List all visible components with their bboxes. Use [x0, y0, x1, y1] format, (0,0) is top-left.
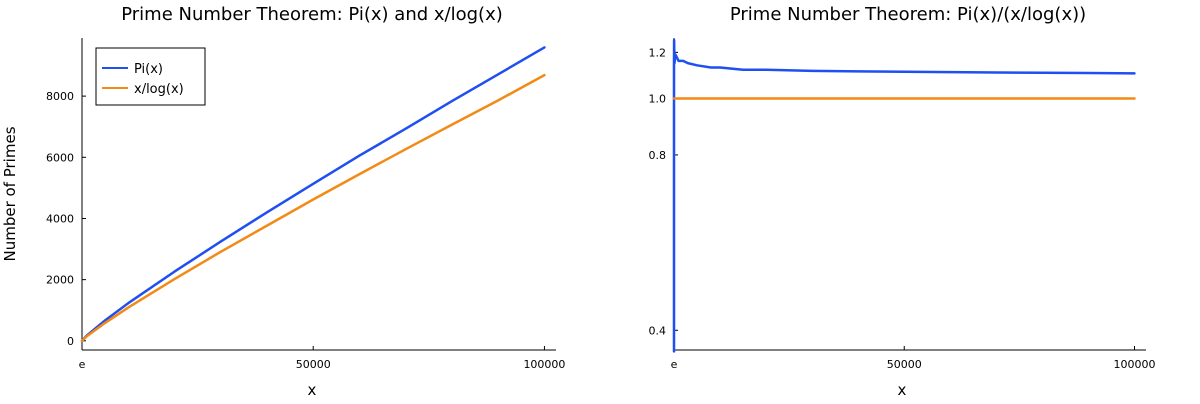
- y-tick-label: 0.4: [649, 324, 667, 337]
- x-axis-label: x: [308, 381, 317, 399]
- x-tick-label: 100000: [523, 358, 565, 371]
- x-tick-label: e: [79, 358, 86, 371]
- y-axis-label: Number of Primes: [1, 126, 19, 261]
- chart-panel-1: Prime Number Theorem: Pi(x) and x/log(x)…: [1, 4, 565, 399]
- y-tick-label: 2000: [46, 274, 74, 287]
- x-tick-label: 100000: [1113, 358, 1155, 371]
- x-tick-label: 50000: [296, 358, 331, 371]
- y-tick-label: 0: [67, 335, 74, 348]
- y-tick-label: 6000: [46, 151, 74, 164]
- x-tick-label: 50000: [887, 358, 922, 371]
- y-tick-label: 4000: [46, 212, 74, 225]
- x-tick-label: e: [671, 358, 678, 371]
- series-line-1: [80, 46, 546, 343]
- y-tick-label: 8000: [46, 90, 74, 103]
- chart-title: Prime Number Theorem: Pi(x)/(x/log(x)): [730, 4, 1086, 25]
- legend-entry-2: x/log(x): [134, 82, 184, 97]
- series-line-2: [80, 73, 546, 342]
- chart-panel-2: Prime Number Theorem: Pi(x)/(x/log(x)) e 5…: [649, 4, 1156, 399]
- y-tick-label: 1.2: [649, 46, 667, 59]
- legend-box: [95, 47, 206, 106]
- legend-entry-1: Pi(x): [134, 62, 163, 77]
- legend: Pi(x) x/log(x): [95, 47, 206, 106]
- y-tick-label: 1.0: [649, 92, 667, 105]
- x-axis-label: x: [898, 381, 907, 399]
- y-tick-label: 0.8: [649, 149, 667, 162]
- chart-title: Prime Number Theorem: Pi(x) and x/log(x): [121, 4, 503, 25]
- series-line-1: [672, 38, 1136, 353]
